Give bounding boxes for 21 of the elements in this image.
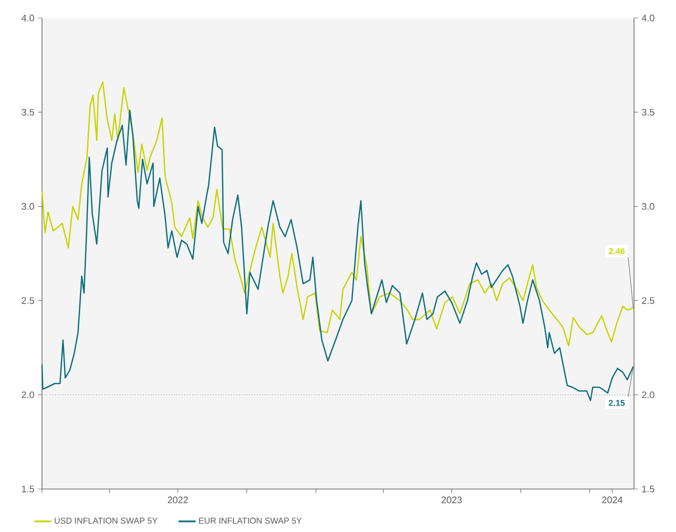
y-tick-label: 3.5: [22, 108, 34, 116]
x-tick-label: 2024: [602, 496, 622, 504]
legend-label: USD INFLATION SWAP 5Y: [54, 518, 158, 524]
y-tick-label: 2.5: [22, 297, 34, 304]
line-series: [41, 110, 634, 402]
y2-tick-label: 4.0: [642, 14, 654, 22]
y2-tick-label: 2.5: [642, 297, 654, 304]
annotation: 2.46: [608, 248, 625, 254]
y2-tick-label: 1.5: [642, 486, 654, 492]
y2-tick-label: 3.0: [642, 203, 654, 210]
x-tick-label: 2023: [442, 496, 462, 504]
legend-label: EUR INFLATION SWAP 5Y: [199, 518, 302, 524]
y2-tick-label: 2.0: [642, 391, 654, 398]
y-tick-label: 3.0: [22, 203, 34, 210]
y-tick-label: 1.5: [22, 486, 34, 492]
y-tick-label: 4.0: [22, 14, 34, 22]
x-tick-label: 2022: [168, 496, 188, 504]
line-series: [41, 81, 634, 346]
annotation: 2.15: [608, 400, 625, 406]
y-tick-label: 2.0: [22, 391, 34, 398]
y2-tick-label: 3.5: [642, 108, 654, 116]
